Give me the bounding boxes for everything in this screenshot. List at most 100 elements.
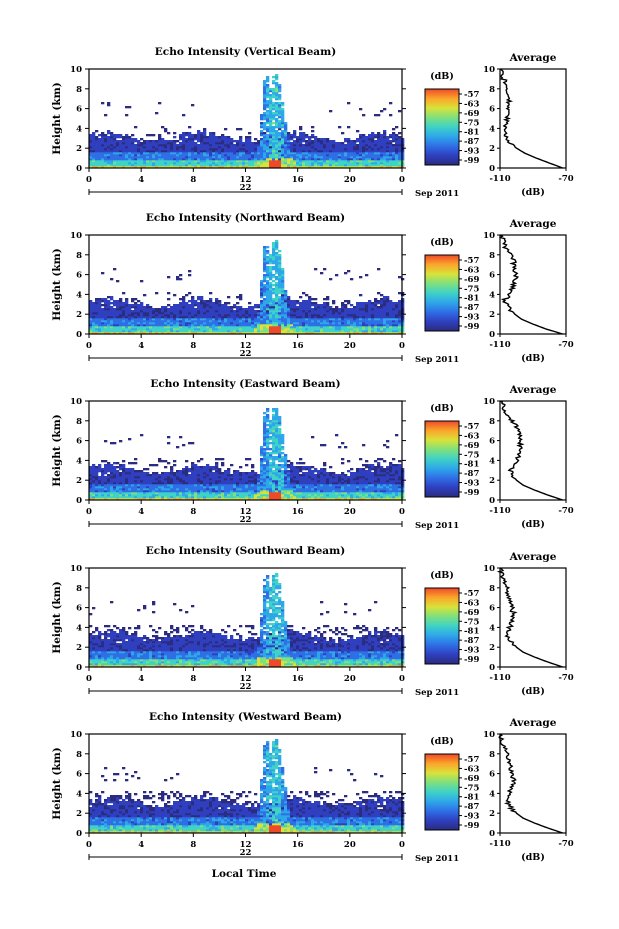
average-y-tick-label: 8 — [489, 417, 495, 427]
average-x-label: (dB) — [521, 519, 545, 530]
x-tick-label: 4 — [138, 840, 144, 850]
x-tick-label: 0 — [86, 507, 92, 517]
y-tick-label: 0 — [76, 829, 82, 839]
average-y-tick-label: 10 — [483, 564, 495, 574]
echo-heatmap — [89, 739, 405, 834]
y-tick-label: 10 — [70, 231, 82, 241]
average-x-tick-label: -110 — [489, 839, 510, 849]
colorbar-tick: -93 — [464, 479, 479, 489]
y-tick-label: 10 — [70, 564, 82, 574]
y-tick-label: 4 — [76, 124, 82, 134]
colorbar-tick: -75 — [464, 118, 479, 128]
echo-heatmap — [89, 240, 405, 335]
y-tick-label: 2 — [76, 476, 82, 486]
average-y-tick-label: 4 — [489, 124, 495, 134]
colorbar-tick: -81 — [464, 294, 479, 304]
average-x-tick-label: -110 — [489, 506, 510, 516]
average-title: Average — [509, 384, 557, 396]
average-profile-line — [498, 234, 563, 335]
panel-2: Echo Intensity (Eastward Beam) Height (km… — [51, 378, 574, 531]
x-tick-label: 4 — [138, 175, 144, 185]
average-x-tick-label: -110 — [489, 673, 510, 683]
y-axis-label: Height (km) — [51, 248, 63, 320]
y-tick-label: 0 — [76, 164, 82, 174]
day-label: 22 — [240, 515, 252, 525]
colorbar-tick: -93 — [464, 646, 479, 656]
average-title: Average — [509, 551, 557, 563]
colorbar-tick: -63 — [464, 764, 479, 774]
x-tick-label: 0 — [399, 341, 405, 351]
colorbar-tick: -69 — [464, 109, 479, 119]
y-tick-label: 8 — [76, 584, 82, 594]
x-tick-label: 0 — [86, 674, 92, 684]
average-x-label: (dB) — [521, 353, 545, 364]
y-axis-label: Height (km) — [51, 581, 63, 653]
x-tick-label: 0 — [86, 840, 92, 850]
colorbar-tick: -57 — [464, 755, 479, 765]
day-label: 22 — [240, 349, 252, 359]
echo-heatmap — [89, 408, 405, 501]
x-tick-label: 16 — [292, 341, 304, 351]
y-tick-label: 4 — [76, 623, 82, 633]
average-y-tick-label: 4 — [489, 789, 495, 799]
y-tick-label: 4 — [76, 456, 82, 466]
average-y-tick-label: 10 — [483, 730, 495, 740]
y-tick-label: 2 — [76, 643, 82, 653]
x-tick-label: 16 — [292, 175, 304, 185]
x-tick-label: 12 — [240, 674, 252, 684]
y-tick-label: 8 — [76, 417, 82, 427]
average-y-tick-label: 4 — [489, 456, 495, 466]
y-tick-label: 6 — [76, 604, 82, 614]
x-tick-label: 20 — [344, 175, 356, 185]
average-profile-line — [496, 567, 563, 668]
average-y-tick-label: 0 — [489, 164, 495, 174]
x-tick-label: 0 — [399, 507, 405, 517]
panel-title: Echo Intensity (Vertical Beam) — [155, 46, 336, 58]
colorbar-tick: -93 — [464, 812, 479, 822]
x-tick-label: 0 — [86, 341, 92, 351]
average-x-tick-label: -70 — [558, 174, 573, 184]
y-tick-label: 6 — [76, 105, 82, 115]
colorbar — [424, 587, 460, 665]
x-tick-label: 12 — [240, 341, 252, 351]
y-tick-label: 0 — [76, 330, 82, 340]
average-title: Average — [509, 717, 557, 729]
y-tick-label: 8 — [76, 85, 82, 95]
colorbar-tick: -99 — [464, 488, 479, 498]
y-tick-label: 6 — [76, 770, 82, 780]
x-tick-label: 20 — [344, 674, 356, 684]
average-profile-line — [498, 733, 563, 834]
x-tick-label: 12 — [240, 840, 252, 850]
colorbar-tick: -57 — [464, 422, 479, 432]
colorbar-tick: -87 — [464, 137, 479, 147]
average-x-tick-label: -110 — [489, 174, 510, 184]
y-tick-label: 6 — [76, 437, 82, 447]
average-y-tick-label: 10 — [483, 231, 495, 241]
average-x-tick-label: -70 — [558, 340, 573, 350]
colorbar — [424, 254, 460, 332]
average-frame — [499, 234, 567, 335]
x-tick-label: 4 — [138, 341, 144, 351]
y-tick-label: 10 — [70, 397, 82, 407]
average-frame — [499, 68, 567, 169]
x-tick-label: 16 — [292, 674, 304, 684]
panel-title: Echo Intensity (Northward Beam) — [146, 212, 345, 224]
x-tick-label: 16 — [292, 507, 304, 517]
colorbar-unit: (dB) — [430, 71, 454, 82]
average-x-label: (dB) — [521, 187, 545, 198]
y-tick-label: 2 — [76, 310, 82, 320]
x-tick-label: 8 — [190, 674, 196, 684]
day-label: 22 — [240, 682, 252, 692]
colorbar-tick: -57 — [464, 256, 479, 266]
y-tick-label: 2 — [76, 809, 82, 819]
colorbar-unit: (dB) — [430, 237, 454, 248]
colorbar-unit: (dB) — [430, 570, 454, 581]
average-x-tick-label: -70 — [558, 839, 573, 849]
colorbar-tick: -63 — [464, 99, 479, 109]
average-x-label: (dB) — [521, 852, 545, 863]
echo-heatmap — [89, 573, 405, 668]
colorbar-unit: (dB) — [430, 403, 454, 414]
colorbar-tick: -99 — [464, 156, 479, 166]
average-y-tick-label: 2 — [489, 476, 495, 486]
x-tick-label: 20 — [344, 840, 356, 850]
